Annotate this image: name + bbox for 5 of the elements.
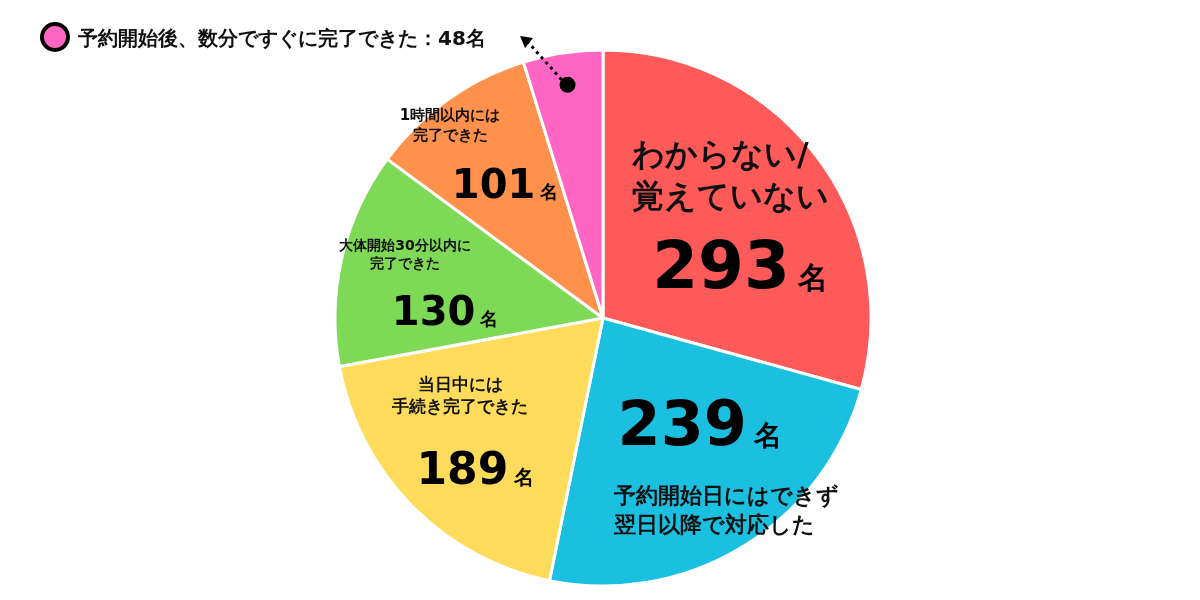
slice-label: 当日中には手続き完了できた — [391, 374, 528, 417]
slice-label: わからない/覚えていない — [632, 135, 829, 215]
legend-label: 予約開始後、数分ですぐに完了できた：48名 — [77, 26, 486, 50]
slice-label: 大体開始30分以内に完了できた — [339, 237, 471, 272]
slice-label: 1時間以内には完了できた — [399, 106, 501, 144]
